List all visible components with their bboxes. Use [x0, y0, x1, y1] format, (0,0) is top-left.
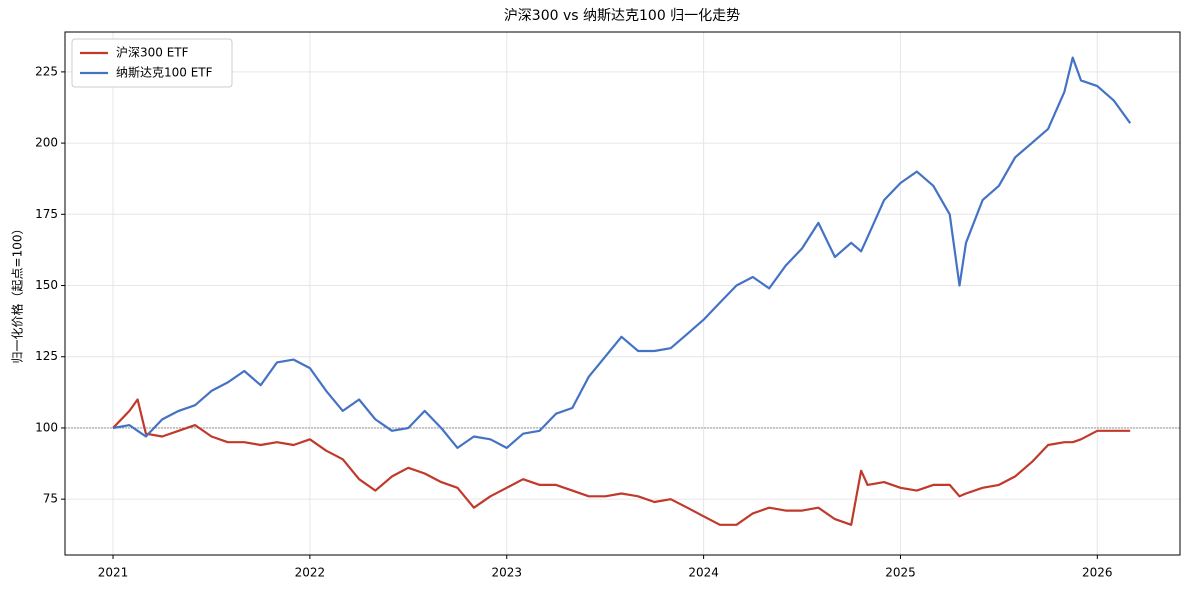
- y-tick-label: 150: [35, 278, 58, 292]
- x-tick-label: 2026: [1082, 566, 1113, 580]
- x-tick-label: 2021: [98, 566, 129, 580]
- y-tick-label: 75: [43, 492, 58, 506]
- legend: 沪深300 ETF 纳斯达克100 ETF: [71, 38, 233, 88]
- x-tick-label: 2023: [491, 566, 522, 580]
- line-series: [112, 398, 1131, 526]
- legend-box: [71, 38, 233, 88]
- line-series: [112, 56, 1132, 449]
- x-tick-label: 2022: [295, 566, 326, 580]
- y-tick-label: 225: [35, 64, 58, 78]
- x-tick-label: 2024: [688, 566, 719, 580]
- y-tick-label: 200: [35, 136, 58, 150]
- plot-frame: [64, 31, 1181, 556]
- legend-label: 沪深300 ETF: [116, 46, 189, 60]
- y-tick-label: 175: [35, 207, 58, 221]
- y-tick-label: 100: [35, 420, 58, 434]
- chart-title: 沪深300 vs 纳斯达克100 归一化走势: [504, 7, 740, 24]
- x-tick-label: 2025: [885, 566, 916, 580]
- y-axis-label: 归一化价格（起点=100）: [10, 223, 25, 364]
- y-tick-label: 125: [35, 349, 58, 363]
- legend-label: 纳斯达克100 ETF: [116, 66, 213, 80]
